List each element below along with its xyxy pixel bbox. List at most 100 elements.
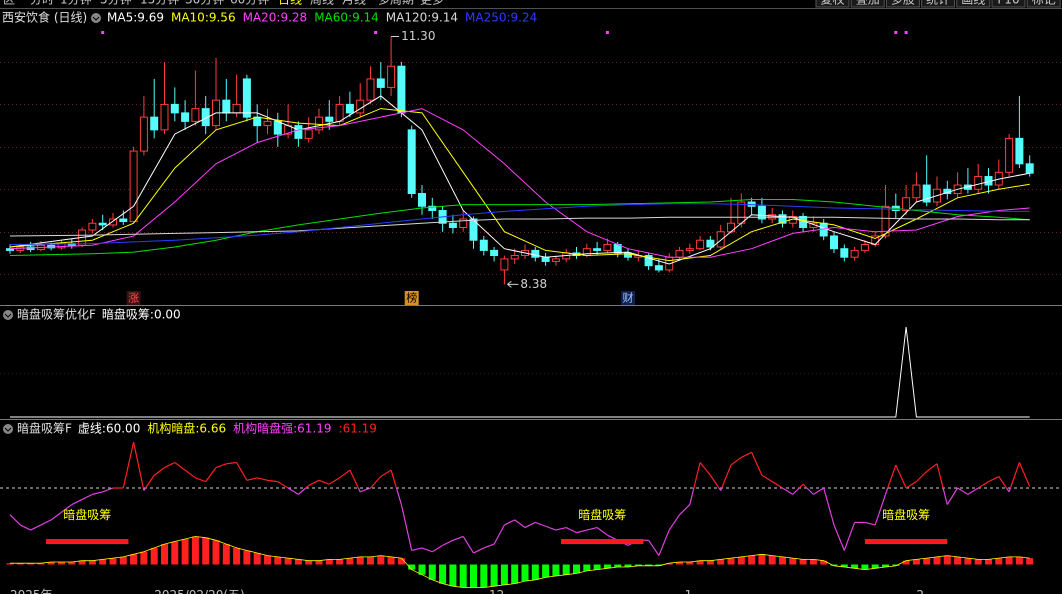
candle-body xyxy=(603,243,612,251)
toolbar-item[interactable]: F10 xyxy=(997,0,1019,7)
toolbar-item[interactable]: 复权 xyxy=(820,0,844,7)
strength-line xyxy=(143,487,147,491)
strength-line xyxy=(730,456,742,466)
bar xyxy=(1026,558,1034,565)
legend-value: 9.14 xyxy=(352,11,379,25)
strength-line xyxy=(195,477,206,483)
candle-body xyxy=(696,239,705,250)
bar xyxy=(902,560,910,565)
legend-separator: : xyxy=(507,11,511,25)
candle-body xyxy=(129,150,138,223)
toolbar-item[interactable]: 多股 xyxy=(891,0,915,7)
candle-body xyxy=(860,243,869,251)
toolbar-item[interactable]: 区 xyxy=(3,0,15,7)
candle-body xyxy=(150,116,159,131)
toolbar-item[interactable]: 更多 xyxy=(420,0,444,7)
bar xyxy=(562,564,570,575)
candle-body xyxy=(170,103,179,114)
bar xyxy=(737,556,745,565)
toolbar-item[interactable]: 15分钟 xyxy=(140,0,179,7)
bar xyxy=(418,564,426,575)
panel-title: 暗盘吸筹F xyxy=(17,421,72,436)
toolbar-item[interactable]: 5分钟 xyxy=(100,0,132,7)
legend-name: MA60 xyxy=(314,11,348,25)
ma-line xyxy=(9,108,1030,258)
toolbar-item[interactable]: 叠加 xyxy=(856,0,880,7)
candle-body xyxy=(840,248,849,258)
strength-line xyxy=(133,441,144,489)
toolbar-item[interactable]: 统计 xyxy=(926,0,950,7)
strength-line xyxy=(380,469,392,478)
legend-value: 9.14 xyxy=(431,11,458,25)
toolbar-item[interactable]: 60分钟 xyxy=(230,0,269,7)
candle-body xyxy=(706,239,715,248)
bar xyxy=(861,564,869,570)
candle-body xyxy=(778,214,787,224)
legend-separator: : xyxy=(205,11,209,25)
toggle-icon[interactable] xyxy=(3,424,13,434)
legend-value: 9.56 xyxy=(209,11,236,25)
bar xyxy=(37,563,45,565)
bar xyxy=(439,564,447,584)
toolbar-item[interactable]: 标记 xyxy=(1032,0,1056,7)
bar xyxy=(408,564,416,570)
toolbar-item[interactable]: 日线 xyxy=(278,0,302,7)
bar xyxy=(47,561,55,565)
candle-body xyxy=(109,218,117,226)
strength-line xyxy=(339,469,351,479)
strength-line xyxy=(236,462,248,481)
candle-body xyxy=(407,129,416,195)
strength-line xyxy=(50,511,62,521)
strength-line xyxy=(400,504,413,551)
strength-line xyxy=(246,477,258,481)
toolbar-button[interactable] xyxy=(956,0,991,8)
candle-body xyxy=(366,78,375,101)
candle-body xyxy=(531,249,540,258)
legend-name: 虚线 xyxy=(78,422,102,436)
bar xyxy=(912,559,920,565)
toolbar-item[interactable]: 月线 xyxy=(342,0,366,7)
toolbar-button[interactable] xyxy=(885,0,920,8)
bar xyxy=(284,558,292,565)
candle-body xyxy=(479,239,488,251)
candle-body xyxy=(232,103,241,114)
bar xyxy=(820,560,828,565)
bar xyxy=(325,559,333,565)
toolbar-item[interactable]: 分时 xyxy=(30,0,54,7)
legend-name: 机构暗盘 xyxy=(147,421,195,436)
legend-name: MA5 xyxy=(107,11,133,25)
marker-box xyxy=(126,291,141,305)
event-dot xyxy=(374,31,378,34)
bar xyxy=(500,564,508,585)
toolbar-item[interactable]: 画线 xyxy=(961,0,985,7)
bar xyxy=(264,555,271,565)
bar xyxy=(521,564,529,582)
toolbar-button[interactable] xyxy=(1026,0,1061,8)
toolbar-button[interactable] xyxy=(921,0,956,8)
toolbar-item[interactable]: 30分钟 xyxy=(185,0,224,7)
toolbar-button[interactable] xyxy=(815,0,850,8)
candle-body xyxy=(448,222,457,228)
toggle-icon[interactable] xyxy=(3,310,13,320)
toolbar-button[interactable] xyxy=(850,0,885,8)
x-tick-label: 2 xyxy=(916,588,924,594)
candle-body xyxy=(716,231,725,248)
legend-value: 9.28 xyxy=(280,11,307,25)
strength-line xyxy=(370,476,382,489)
strength-line xyxy=(287,487,299,495)
strength-line xyxy=(122,441,135,489)
toolbar-item[interactable]: 多周期 xyxy=(378,0,414,7)
bar xyxy=(943,555,951,565)
toolbar-button[interactable] xyxy=(991,0,1026,8)
legend-name: MA120 xyxy=(386,11,427,25)
candle-body xyxy=(830,235,838,250)
toggle-icon[interactable] xyxy=(91,13,101,23)
legend-name: MA250 xyxy=(465,11,506,25)
strength-line xyxy=(9,514,21,526)
ma-line xyxy=(9,108,1030,262)
candle-body xyxy=(418,193,426,207)
strength-line xyxy=(226,461,237,465)
candle-body xyxy=(551,258,560,262)
toolbar-item[interactable]: 1分钟 xyxy=(60,0,92,7)
toolbar-item[interactable]: 周线 xyxy=(310,0,334,7)
